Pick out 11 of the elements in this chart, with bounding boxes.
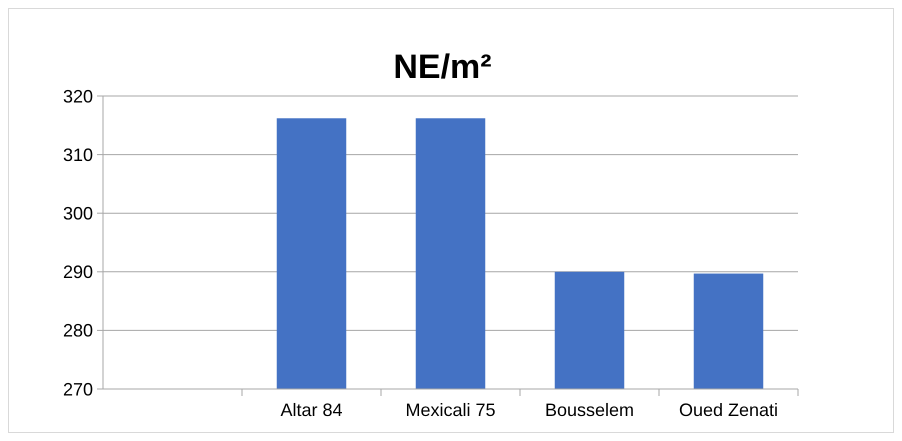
- y-tick-label: 300: [62, 204, 93, 224]
- y-tick-label: 290: [62, 262, 93, 282]
- chart-title: NE/m²: [393, 48, 492, 86]
- x-tick-label: Altar 84: [280, 400, 343, 420]
- x-tick-label: Bousselem: [544, 400, 634, 420]
- y-tick-label: 320: [62, 86, 93, 106]
- x-tick-label: Mexicali 75: [405, 400, 496, 420]
- y-tick-label: 310: [62, 144, 93, 165]
- y-tick-label: 270: [62, 379, 93, 400]
- y-tick-label: 280: [62, 320, 93, 341]
- x-tick-label: Oued Zenati: [678, 400, 778, 420]
